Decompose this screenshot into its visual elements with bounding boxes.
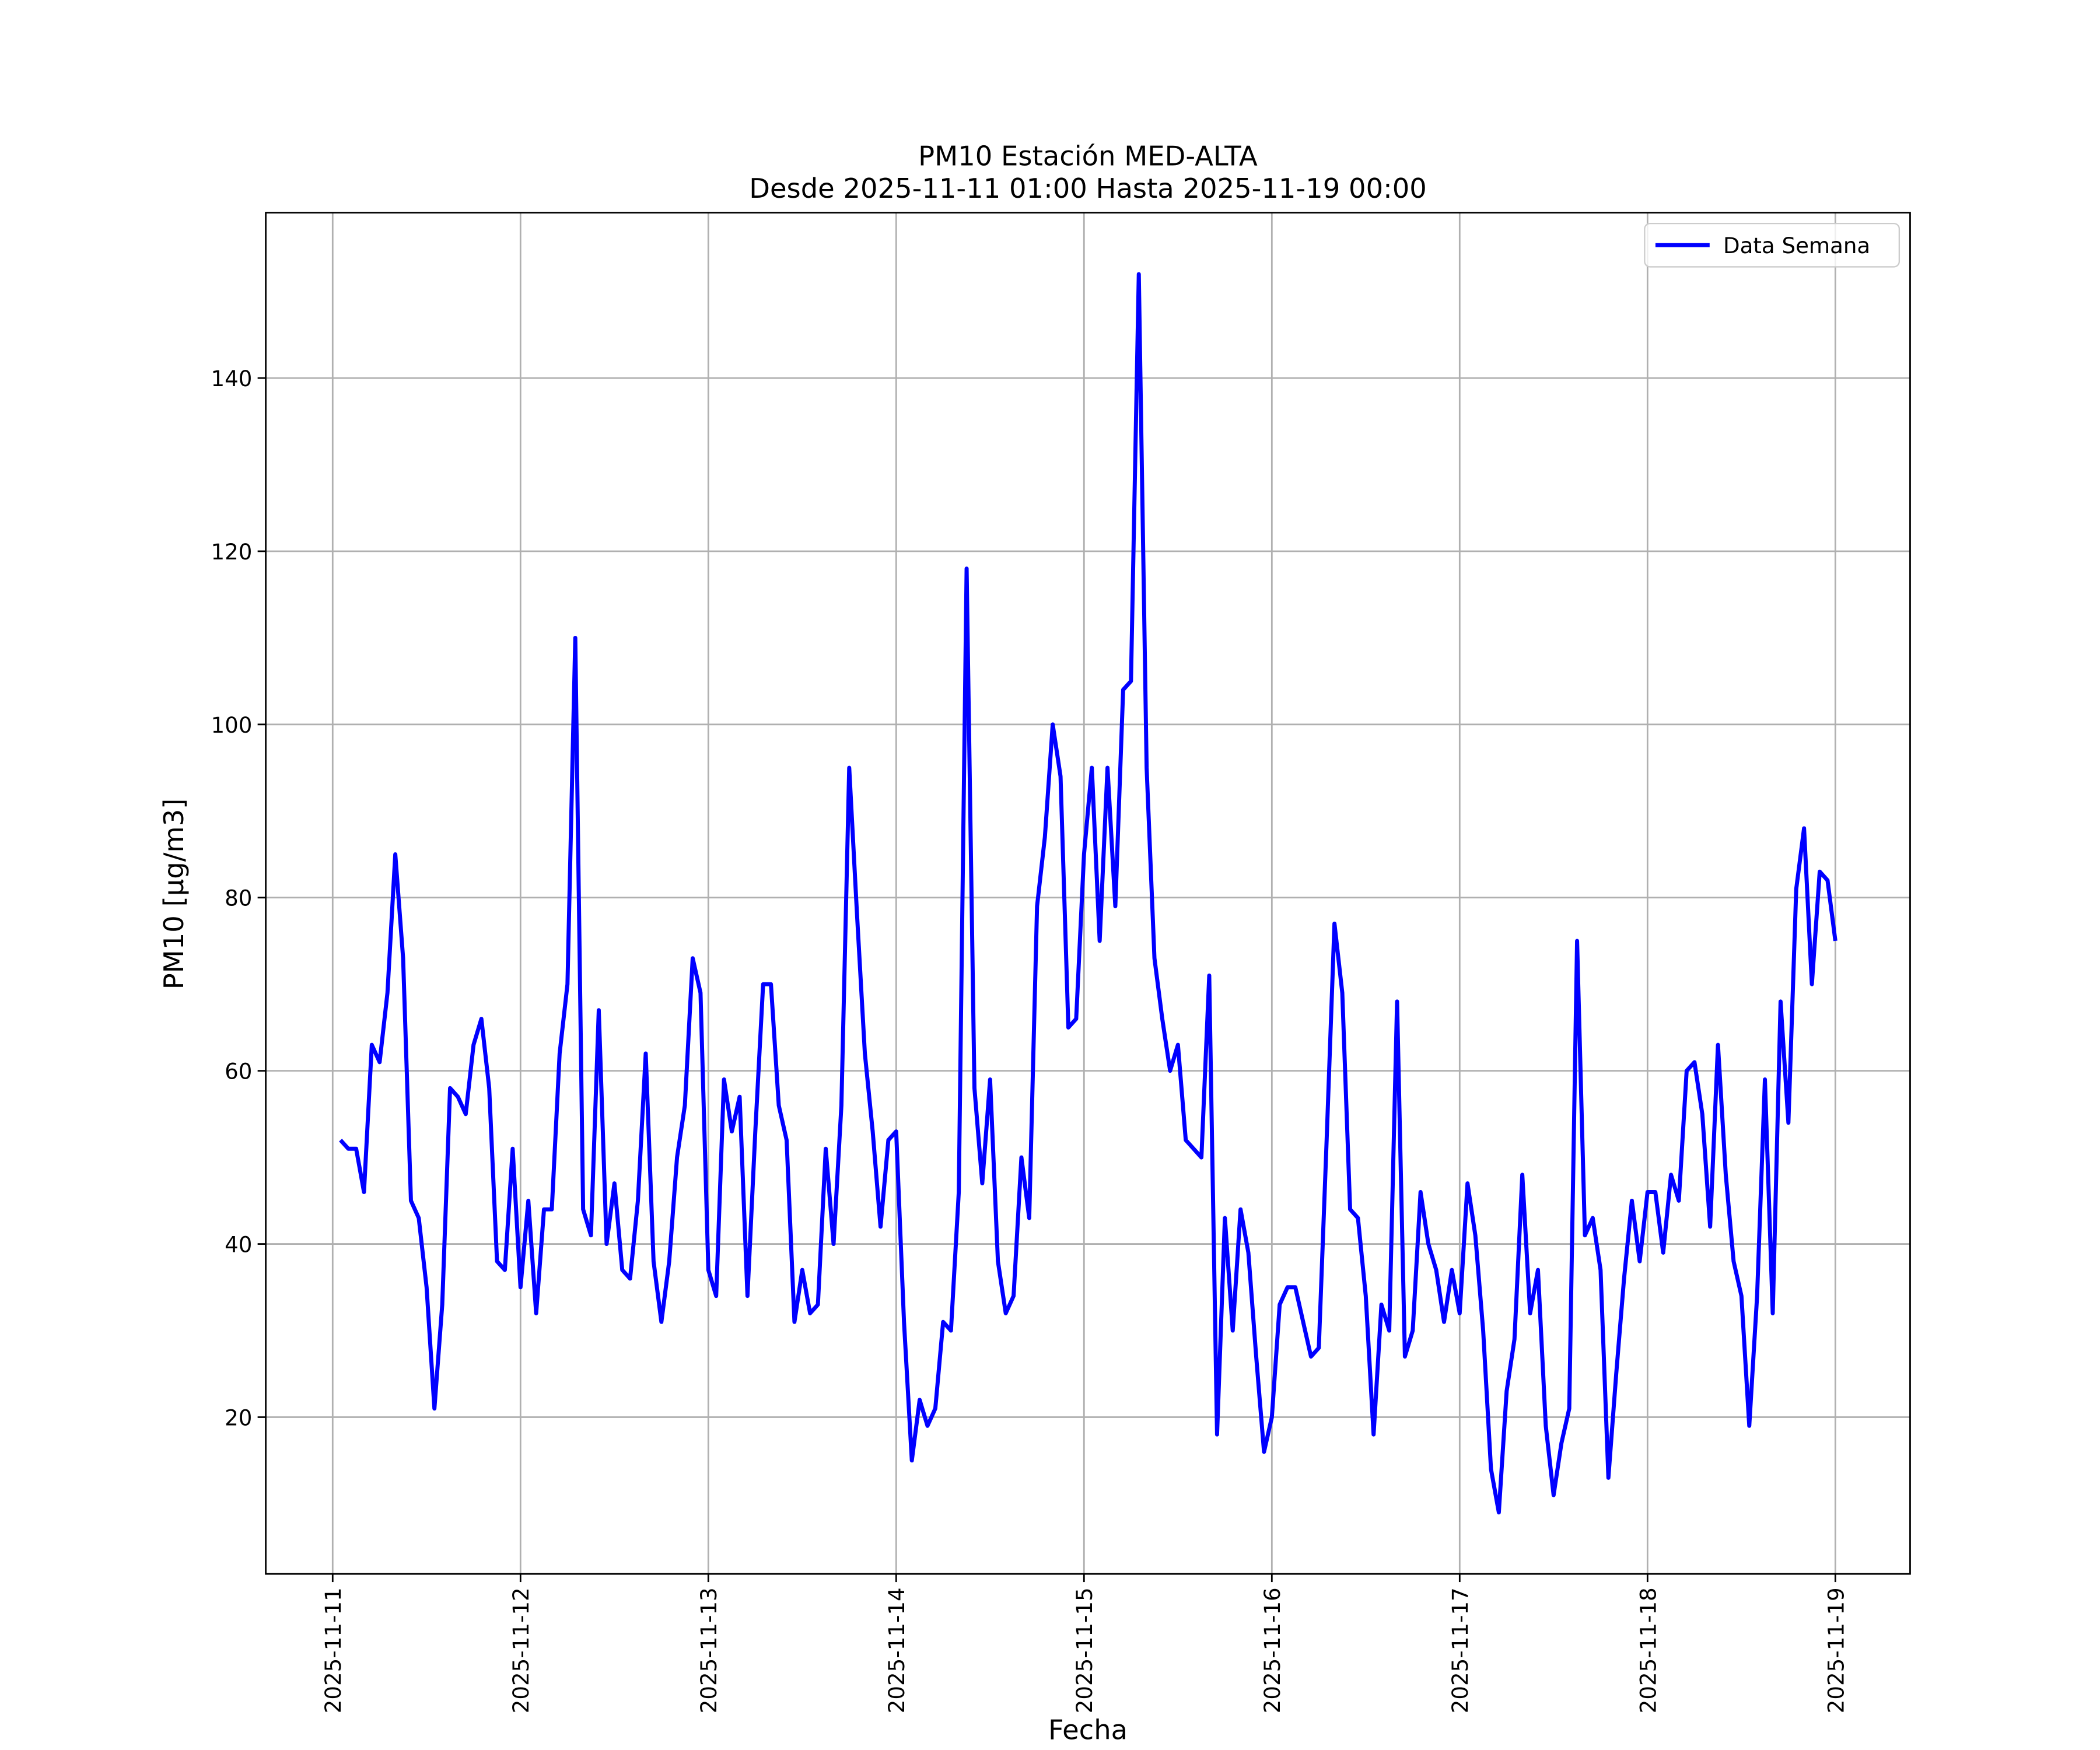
y-tick-label: 80 — [225, 886, 252, 911]
x-tick-label: 2025-11-13 — [696, 1587, 722, 1713]
x-tick-label: 2025-11-18 — [1636, 1587, 1661, 1713]
y-tick-label: 40 — [225, 1232, 252, 1257]
x-axis-label: Fecha — [1048, 1714, 1128, 1745]
chart-title: PM10 Estación MED-ALTA — [918, 140, 1258, 172]
x-tick-label: 2025-11-14 — [884, 1587, 909, 1713]
y-tick-label: 60 — [225, 1059, 252, 1084]
plot-frame — [265, 212, 1911, 1575]
x-tick-label: 2025-11-11 — [321, 1587, 346, 1713]
legend-box — [1644, 222, 1901, 268]
x-tick-label: 2025-11-17 — [1448, 1587, 1473, 1713]
y-tick-label: 120 — [211, 540, 252, 565]
legend: Data Semana — [1644, 222, 1901, 268]
y-axis-label: PM10 [μg/m3] — [158, 799, 190, 990]
x-tick-label: 2025-11-12 — [509, 1587, 534, 1713]
legend-label: Data Semana — [1723, 233, 1870, 258]
chart-subtitle: Desde 2025-11-11 01:00 Hasta 2025-11-19 … — [749, 173, 1427, 204]
y-tick-label: 100 — [211, 713, 252, 738]
data-line — [339, 272, 1838, 1515]
y-tick-label: 20 — [225, 1405, 252, 1430]
x-tick-label: 2025-11-15 — [1072, 1587, 1097, 1713]
x-tick-label: 2025-11-19 — [1824, 1587, 1849, 1713]
x-tick-label: 2025-11-16 — [1260, 1587, 1285, 1713]
y-tick-label: 140 — [211, 366, 252, 391]
